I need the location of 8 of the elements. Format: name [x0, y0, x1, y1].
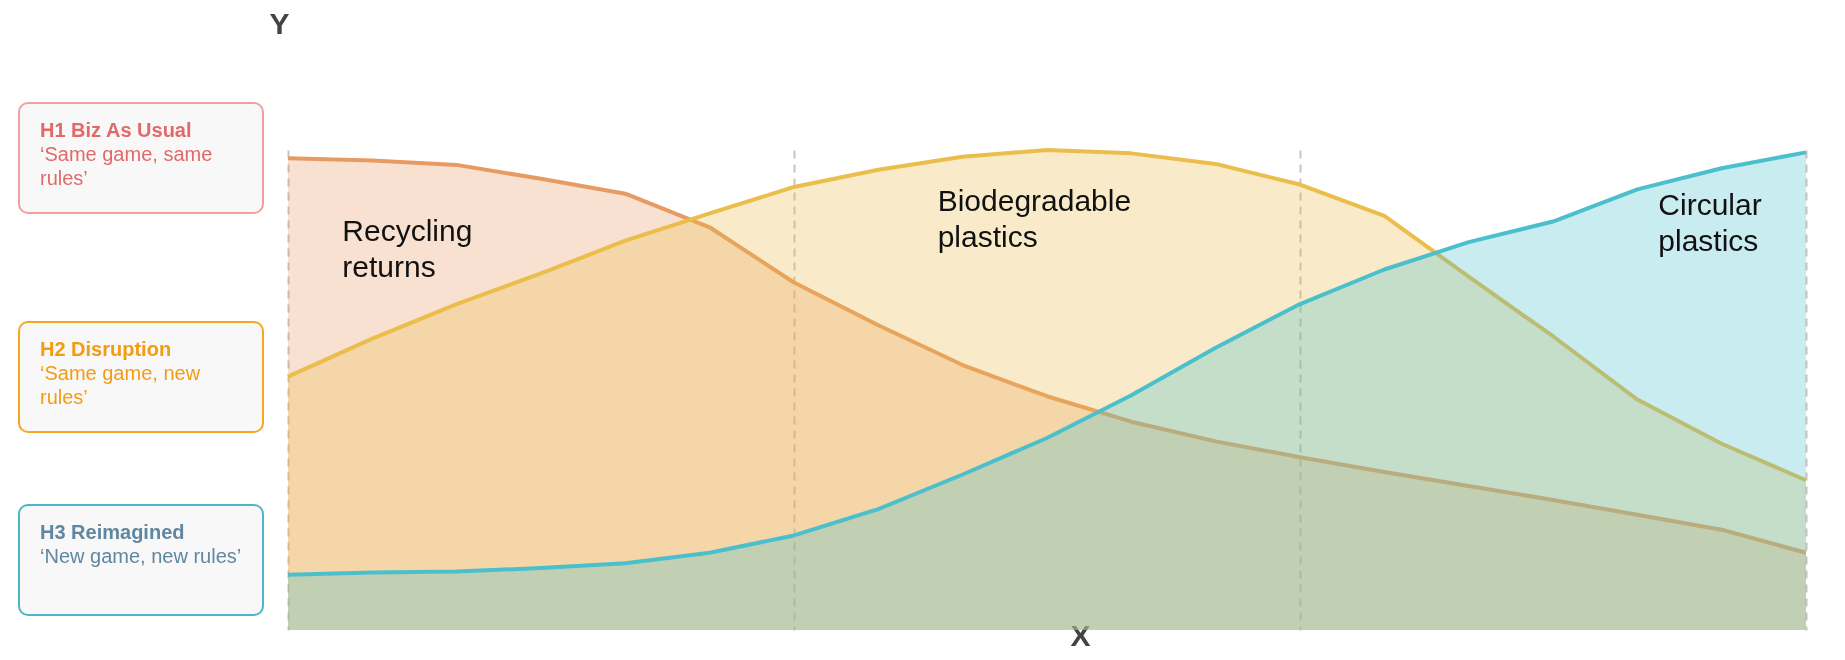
rounded-text-box: H1 Biz As Usual ‘Same game, same rules’ — [18, 102, 264, 214]
y-axis-title: Y — [269, 6, 290, 40]
rounded-text-box: H2 Disruption ‘Same game, new rules’ — [18, 321, 264, 433]
rounded-text-box: H3 Reimagined ‘New game, new rules’ — [18, 504, 264, 616]
x-axis-title: X — [1070, 618, 1091, 652]
series-label: Biodegradable plastics — [937, 183, 1132, 253]
series-label: Recycling returns — [342, 213, 473, 283]
series-label: Circular plastics — [1658, 188, 1762, 258]
